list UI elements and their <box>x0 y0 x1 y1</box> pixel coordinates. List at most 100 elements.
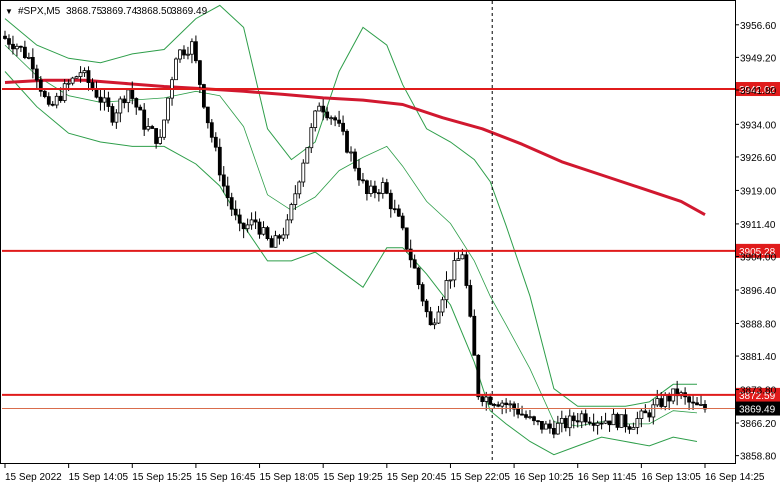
candle-body <box>516 408 520 415</box>
x-tick-label: 15 Sep 22:05 <box>450 472 510 483</box>
candle-body <box>349 151 353 154</box>
candle-body <box>615 413 620 428</box>
candle-body <box>655 398 660 406</box>
candle-body <box>563 417 568 429</box>
candle-body <box>555 422 560 435</box>
y-tick-label: 3941.80 <box>740 86 777 97</box>
candle-body <box>201 84 206 108</box>
x-tick-label: 15 Sep 18:05 <box>260 472 320 483</box>
candle-body <box>62 83 67 101</box>
candle-body <box>150 126 155 129</box>
candle-body <box>500 402 505 407</box>
candle-body <box>106 97 111 107</box>
high-value: 3869.74 <box>101 6 138 17</box>
candle-body <box>532 416 536 422</box>
candle-body <box>599 422 604 425</box>
candle-body <box>536 420 540 423</box>
candle-body <box>205 106 210 124</box>
candle-body <box>548 423 552 429</box>
candle-body <box>353 151 357 169</box>
current-price-tag <box>736 401 780 416</box>
bollinger-bands <box>4 4 698 456</box>
open-value: 3868.75 <box>66 6 103 17</box>
candle-body <box>651 404 656 418</box>
close-value: 3869.49 <box>171 6 208 17</box>
candle-body <box>627 426 632 430</box>
candle-body <box>361 179 365 182</box>
candle-body <box>189 41 194 55</box>
price-level-label: 3905.28 <box>739 247 776 258</box>
price-level-tag <box>736 82 780 97</box>
chart-header: ▼ #SPX,M5 3868.75 3869.74 3868.50 3869.4… <box>5 6 208 17</box>
x-tick-label: 15 Sep 16:45 <box>196 472 256 483</box>
x-tick-label: 15 Sep 2022 <box>5 472 62 483</box>
candle-body <box>162 119 167 138</box>
candle-body <box>138 106 143 111</box>
candle-body <box>217 146 222 176</box>
candle-body <box>392 208 397 211</box>
candle-body <box>667 395 672 402</box>
chart-menu-icon[interactable]: ▼ <box>5 7 13 16</box>
y-tick-label: 3919.00 <box>740 186 777 197</box>
candle-body <box>428 311 433 326</box>
candle-body <box>520 413 524 416</box>
candle-body <box>11 43 15 50</box>
candle-body <box>492 403 497 406</box>
candle-body <box>488 396 493 405</box>
candle-body <box>122 98 127 104</box>
candle-body <box>388 192 393 210</box>
candle-body <box>253 219 258 223</box>
candle-body <box>357 167 361 181</box>
candle-body <box>18 45 23 48</box>
candle-body <box>333 117 338 121</box>
x-tick-label: 16 Sep 13:05 <box>641 472 701 483</box>
candle-body <box>261 227 266 235</box>
candle-body <box>118 98 123 114</box>
candle-body <box>110 106 115 123</box>
candle-body <box>257 221 262 235</box>
candle-body <box>178 49 182 60</box>
candle-body <box>317 105 322 112</box>
candle-body <box>583 413 588 423</box>
low-value: 3868.50 <box>136 6 173 17</box>
candle-body <box>22 46 27 59</box>
candle-body <box>372 185 377 194</box>
candle-body <box>436 311 441 324</box>
candle-body <box>540 420 544 430</box>
y-tick-label: 3873.80 <box>740 386 777 397</box>
candle-body <box>528 416 532 419</box>
price-level-tag <box>736 243 780 258</box>
candle-body <box>603 420 608 424</box>
candle-body <box>464 254 469 286</box>
symbol-label: #SPX,M5 <box>18 6 61 17</box>
candle-body <box>691 401 695 404</box>
candle-body <box>182 49 186 56</box>
candle-body <box>456 258 461 261</box>
candle-body <box>197 60 202 85</box>
candle-body <box>552 427 556 435</box>
candle-body <box>452 260 457 281</box>
candle-body <box>225 185 230 199</box>
candle-body <box>42 90 47 98</box>
candle-body <box>297 181 302 195</box>
candle-body <box>249 219 254 226</box>
candle-body <box>313 110 318 129</box>
candle-body <box>468 285 473 317</box>
upper-band-line <box>4 4 697 407</box>
candle-body <box>484 396 489 402</box>
candle-body <box>237 214 242 224</box>
price-level-tag <box>736 387 780 402</box>
candle-body <box>70 77 75 84</box>
candle-body <box>166 97 171 121</box>
candle-body <box>699 403 703 406</box>
candle-body <box>544 423 548 430</box>
candle-body <box>591 422 596 426</box>
time-axis: 15 Sep 2022 15 Sep 14:05 15 Sep 15:25 15 Se… <box>4 464 765 483</box>
candle-body <box>78 72 83 77</box>
price-axis: 3956.60 3949.20 3941.80 3934.00 3926.60 3919.… <box>735 21 777 463</box>
candle-body <box>98 96 103 103</box>
candle-body <box>265 227 270 240</box>
horizontal-levels[interactable]: 3942.02 3905.28 3872.59 3869.49 <box>2 82 780 416</box>
